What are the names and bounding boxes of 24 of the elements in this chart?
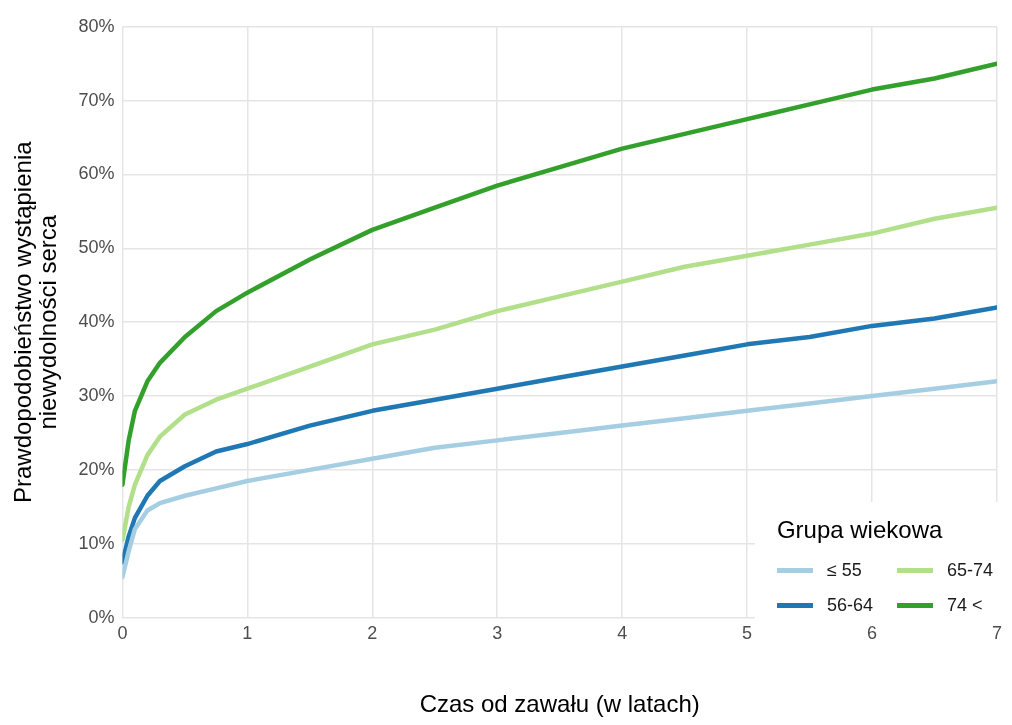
y-tick-label: 20% <box>78 458 115 479</box>
x-tick-label: 2 <box>367 623 378 644</box>
y-tick-label: 50% <box>78 237 115 258</box>
y-axis-title: Prawdopodobieństwo wystąpienia niewydolności serca <box>9 140 62 503</box>
x-tick-label: 3 <box>492 623 503 644</box>
x-tick-label: 0 <box>117 623 128 644</box>
legend-label: 65-74 <box>946 560 993 581</box>
y-tick-label: 10% <box>78 532 115 553</box>
x-tick-label: 4 <box>617 623 628 644</box>
x-axis-title: Czas od zawału (w latach) <box>419 690 700 718</box>
legend-label: 74 < <box>946 595 983 616</box>
y-tick-label: 30% <box>78 385 115 406</box>
y-tick-label: 80% <box>78 15 115 36</box>
legend-label: ≤ 55 <box>826 560 862 581</box>
x-tick-label: 5 <box>742 623 753 644</box>
legend-label: 56-64 <box>826 595 873 616</box>
y-tick-label: 60% <box>78 163 115 184</box>
x-tick-label: 7 <box>991 623 1002 644</box>
x-tick-label: 1 <box>242 623 253 644</box>
x-tick-label: 6 <box>867 623 878 644</box>
y-tick-label: 0% <box>88 606 115 627</box>
y-tick-label: 70% <box>78 89 115 110</box>
legend-title: Grupa wiekowa <box>776 516 944 544</box>
y-tick-label: 40% <box>78 311 115 332</box>
